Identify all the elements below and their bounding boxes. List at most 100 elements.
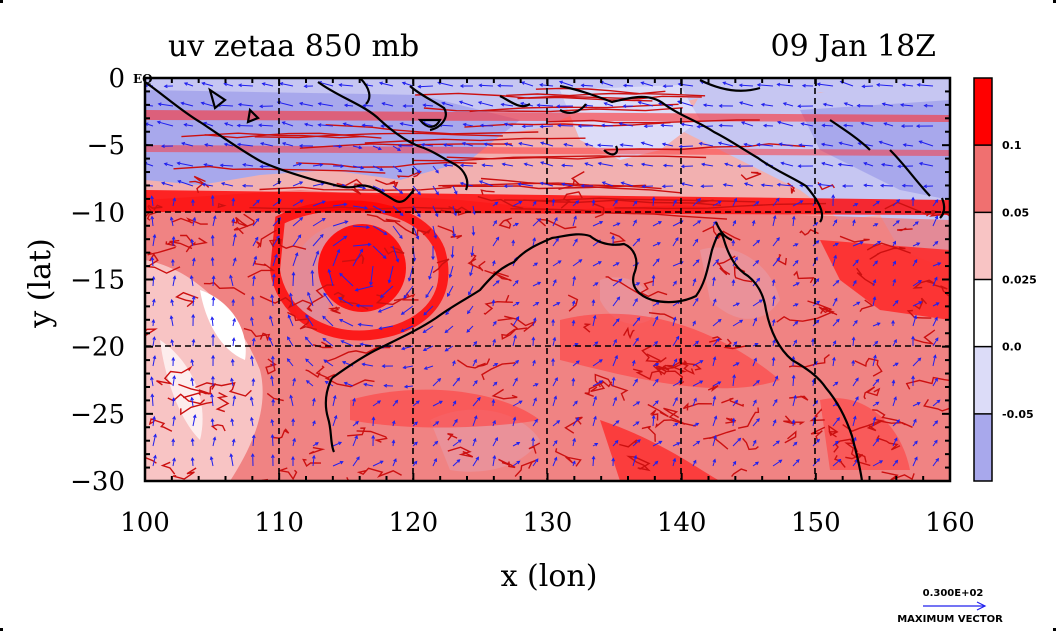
wind-vector-head: [403, 384, 408, 389]
wind-vector-head: [699, 380, 704, 384]
wind-vector: [217, 104, 234, 107]
wind-vector-head: [340, 164, 345, 169]
wind-vector-head: [640, 81, 645, 85]
wind-vector-head: [448, 274, 453, 279]
wind-vector: [932, 241, 938, 247]
wind-vector-head: [859, 241, 864, 245]
wind-vector-head: [760, 102, 765, 107]
wind-vector: [212, 276, 215, 287]
wind-vector: [612, 262, 620, 267]
contour-line: [788, 354, 830, 368]
wind-vector-head: [515, 315, 520, 320]
wind-vector-head: [640, 141, 645, 146]
wind-vector: [932, 440, 938, 447]
wind-vector-head: [613, 396, 617, 401]
wind-vector-head: [180, 101, 185, 106]
wind-vector: [229, 275, 234, 287]
wind-vector-head: [913, 314, 918, 319]
contour-line: [605, 143, 806, 151]
wind-vector: [370, 265, 374, 285]
wind-vector: [332, 235, 347, 247]
wind-vector-head: [634, 378, 638, 383]
wind-vector-head: [743, 142, 748, 147]
wind-vector-head: [231, 298, 236, 303]
wind-vector: [432, 225, 437, 239]
wind-vector: [152, 416, 155, 427]
wind-vector: [332, 461, 344, 467]
wind-vector: [772, 237, 780, 247]
wind-vector-head: [815, 240, 820, 244]
wind-vector: [170, 217, 174, 227]
wind-vector: [672, 358, 678, 367]
wind-vector-head: [259, 104, 264, 109]
wind-vector-head: [176, 161, 181, 166]
wind-vector-head: [518, 400, 523, 404]
wind-vector-head: [356, 456, 360, 461]
wind-vector-head: [791, 374, 796, 379]
wind-vector-head: [795, 459, 800, 463]
wind-vector-head: [433, 235, 438, 240]
wind-vector: [152, 356, 156, 367]
wind-vector: [372, 185, 385, 192]
contour-line: [740, 171, 762, 181]
wind-vector-head: [438, 400, 443, 405]
wind-vector-head: [615, 420, 620, 424]
wind-vector: [292, 272, 295, 287]
wind-vector-head: [473, 340, 478, 345]
wind-vector: [832, 319, 840, 327]
wind-vector: [692, 239, 699, 247]
wind-vector-head: [456, 377, 461, 382]
wind-vector: [403, 365, 414, 369]
wind-vector-head: [876, 200, 880, 205]
wind-vector: [652, 341, 658, 347]
wind-vector: [412, 165, 421, 173]
wind-vector: [280, 82, 294, 87]
wind-vector-head: [287, 314, 292, 319]
wind-vector-head: [856, 301, 861, 306]
wind-vector: [250, 317, 254, 327]
wind-vector-head: [834, 297, 838, 302]
wind-vector-head: [459, 181, 464, 186]
wind-vector-head: [655, 363, 660, 367]
wind-vector-head: [752, 439, 757, 444]
wind-vector-head: [317, 123, 322, 127]
wind-vector: [472, 457, 479, 467]
wind-vector-head: [880, 162, 885, 167]
wind-vector: [191, 457, 194, 467]
wind-vector: [339, 319, 354, 327]
wind-vector: [781, 162, 794, 167]
wind-vector: [744, 182, 754, 187]
y-tick-label: −5: [87, 131, 125, 161]
wind-vector: [703, 104, 714, 107]
wind-vector-head: [643, 124, 648, 129]
wind-vector-head: [793, 441, 798, 446]
wind-vector-head: [815, 278, 820, 282]
wind-vector: [304, 123, 314, 127]
wind-vector-head: [191, 198, 195, 203]
wind-vector: [472, 359, 477, 367]
wind-vector: [224, 143, 234, 147]
wind-vector-head: [344, 220, 349, 224]
wind-vector-head: [311, 454, 316, 459]
wind-vector-head: [212, 215, 217, 220]
wind-vector: [712, 381, 721, 387]
wind-vector: [151, 196, 154, 207]
wind-vector-head: [383, 231, 388, 235]
wind-vector-head: [305, 314, 309, 319]
wind-vector-head: [797, 164, 802, 168]
wind-vector-head: [336, 248, 341, 253]
wind-vector-head: [855, 259, 859, 264]
wind-vector-head: [893, 338, 897, 343]
wind-vector-head: [250, 316, 254, 321]
wind-vector-head: [258, 123, 263, 128]
wind-vector: [292, 234, 302, 247]
wind-vector-head: [287, 336, 291, 341]
x-tick-label: 100: [120, 508, 170, 538]
contour-line: [173, 165, 386, 174]
wind-vector-head: [413, 441, 418, 446]
wind-vector-head: [307, 291, 311, 296]
wind-vector-head: [875, 438, 880, 443]
contour-line: [477, 195, 524, 209]
wind-vector-head: [619, 143, 624, 147]
wind-vector-head: [534, 262, 539, 267]
